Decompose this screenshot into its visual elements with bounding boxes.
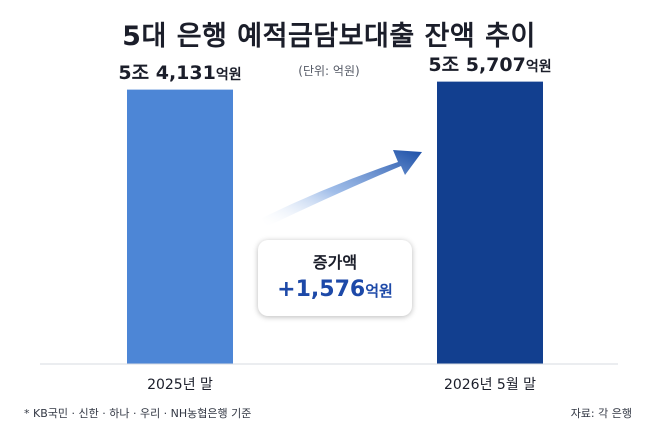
increase-callout: 증가액 +1,576억원 (258, 240, 412, 316)
value-amount: 5조 5,707 (428, 53, 526, 76)
footnote: * KB국민 · 신한 · 하나 · 우리 · NH농협은행 기준 (24, 407, 252, 420)
callout-unit: 억원 (365, 282, 393, 300)
unit-note: (단위: 억원) (298, 64, 360, 78)
value-unit: 억원 (215, 66, 242, 83)
chart-title: 5대 은행 예적금담보대출 잔액 추이 (122, 21, 536, 52)
bar-2025 (127, 89, 233, 365)
callout-title: 증가액 (312, 253, 358, 272)
value-label-2025: 5조 4,131억원 (90, 58, 270, 85)
value-unit: 억원 (525, 58, 552, 75)
bar-2026-may (437, 81, 543, 364)
callout-value: +1,576억원 (258, 277, 412, 302)
value-amount: 5조 4,131 (118, 61, 216, 84)
callout-amount: +1,576 (277, 277, 366, 302)
source-note: 자료: 각 은행 (570, 407, 632, 420)
value-label-2026-may: 5조 5,707억원 (400, 50, 580, 77)
category-label-2025: 2025년 말 (147, 377, 213, 393)
category-label-2026-may: 2026년 5월 말 (443, 377, 537, 393)
increase-arrow-icon (262, 150, 422, 227)
